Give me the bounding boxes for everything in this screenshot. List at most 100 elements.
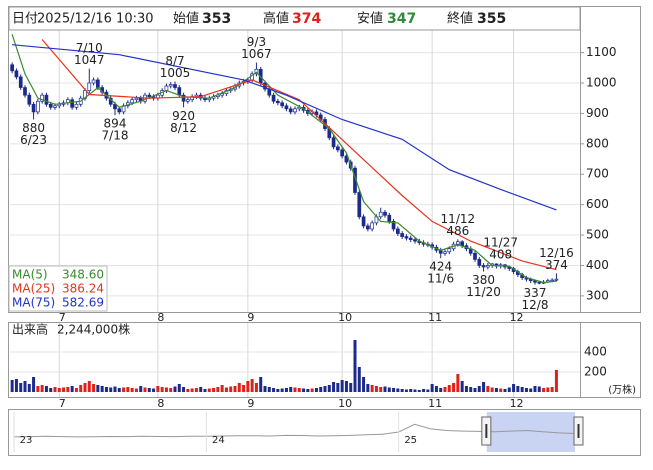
candle-body: [413, 239, 417, 242]
volume-bar: [104, 387, 108, 392]
annotation-value: 380: [472, 273, 495, 287]
candle-body: [117, 108, 122, 113]
legend-name: MA(25): [12, 282, 55, 296]
volume-bar: [310, 388, 314, 392]
volume-bar: [409, 389, 413, 392]
y-tick-label: 1000: [586, 75, 617, 89]
annotation-value: 1005: [160, 66, 191, 80]
candle-body: [44, 94, 49, 105]
volume-bar: [336, 383, 340, 392]
volume-bar: [242, 385, 246, 392]
candle-body: [340, 149, 344, 157]
x-tick-label: 10: [338, 311, 352, 324]
volume-bar: [443, 387, 447, 392]
volume-bar: [490, 387, 494, 392]
volume-bar: [10, 380, 14, 392]
x-tick-label: 9: [247, 311, 254, 324]
quote-label: 日付: [12, 12, 38, 27]
candle-body: [70, 99, 74, 108]
candle-body: [400, 233, 404, 237]
volume-bar: [280, 388, 284, 392]
volume-bar: [66, 387, 70, 392]
candle-body: [168, 84, 173, 87]
candle-body: [288, 108, 293, 113]
volume-bar: [434, 386, 438, 392]
volume-bar: [404, 389, 408, 392]
y-tick-label: 400: [584, 345, 607, 359]
volume-bar: [332, 382, 336, 392]
y-tick-label: 500: [586, 228, 609, 242]
navigator-window: [486, 412, 575, 452]
volume-bar: [267, 387, 271, 392]
x-tick-label: 11: [428, 311, 442, 324]
quote-high: 374: [292, 11, 321, 27]
volume-bar: [340, 380, 344, 392]
volume-title: 出来高: [12, 322, 48, 337]
volume-bar: [550, 387, 554, 392]
volume-bar: [507, 387, 511, 392]
volume-bar: [422, 389, 426, 392]
volume-bar: [250, 379, 254, 392]
volume-bar: [537, 386, 541, 392]
candle-body: [87, 82, 92, 91]
volume-bar: [117, 388, 121, 392]
volume-bar: [143, 387, 147, 392]
volume-bar: [392, 388, 396, 392]
price-panel: [8, 6, 641, 313]
candle-body: [477, 259, 482, 266]
candle-body: [130, 99, 134, 104]
volume-bar: [134, 388, 138, 392]
legend-box: [8, 265, 108, 312]
volume-bar: [207, 388, 211, 392]
volume-bar: [83, 383, 87, 392]
candle-body: [481, 265, 486, 268]
volume-bar: [439, 388, 443, 392]
volume-bar: [57, 388, 61, 392]
volume-bar: [413, 389, 417, 392]
volume-bar: [452, 383, 456, 392]
candle-body: [181, 94, 186, 102]
volume-bar: [160, 387, 164, 392]
volume-bar: [366, 384, 370, 392]
volume-bar: [482, 382, 486, 392]
volume-bar: [130, 388, 134, 392]
candle-body: [10, 64, 14, 72]
volume-bar: [272, 388, 276, 392]
volume-bar: [306, 389, 310, 392]
y-tick-label: 1100: [586, 45, 617, 59]
annotation-value: 374: [545, 258, 568, 272]
x-tick-label: 10: [338, 397, 352, 410]
x-tick-label: 11: [428, 397, 442, 410]
legend-value: 386.24: [62, 282, 104, 296]
volume-bar: [473, 388, 477, 392]
annotation-date: 8/7: [165, 54, 184, 68]
candle-body: [443, 251, 447, 254]
volume-bar: [469, 387, 473, 392]
quote-low: 347: [387, 11, 416, 27]
volume-bar: [182, 387, 186, 392]
volume-bar: [126, 387, 130, 392]
volume-bar: [327, 385, 331, 392]
volume-bar: [169, 388, 173, 392]
candle-body: [361, 216, 366, 227]
volume-bar: [79, 385, 83, 392]
volume-bar: [263, 386, 267, 392]
annotation-value: 1067: [241, 47, 272, 61]
volume-bar: [297, 388, 301, 392]
candle-body: [113, 103, 117, 110]
volume-bar: [516, 386, 520, 392]
candle-body: [336, 146, 340, 151]
volume-bar: [74, 388, 78, 392]
volume-bar: [344, 381, 348, 392]
volume-bar: [503, 389, 507, 392]
volume-bar: [460, 381, 464, 392]
volume-bar: [32, 377, 36, 392]
candle-body: [173, 84, 177, 88]
candle-body: [533, 280, 537, 283]
volume-bar: [212, 388, 216, 392]
volume-bar: [70, 386, 74, 392]
x-tick-label: 12: [510, 397, 524, 410]
annotation-value: 337: [524, 286, 547, 300]
candle-body: [378, 211, 383, 218]
